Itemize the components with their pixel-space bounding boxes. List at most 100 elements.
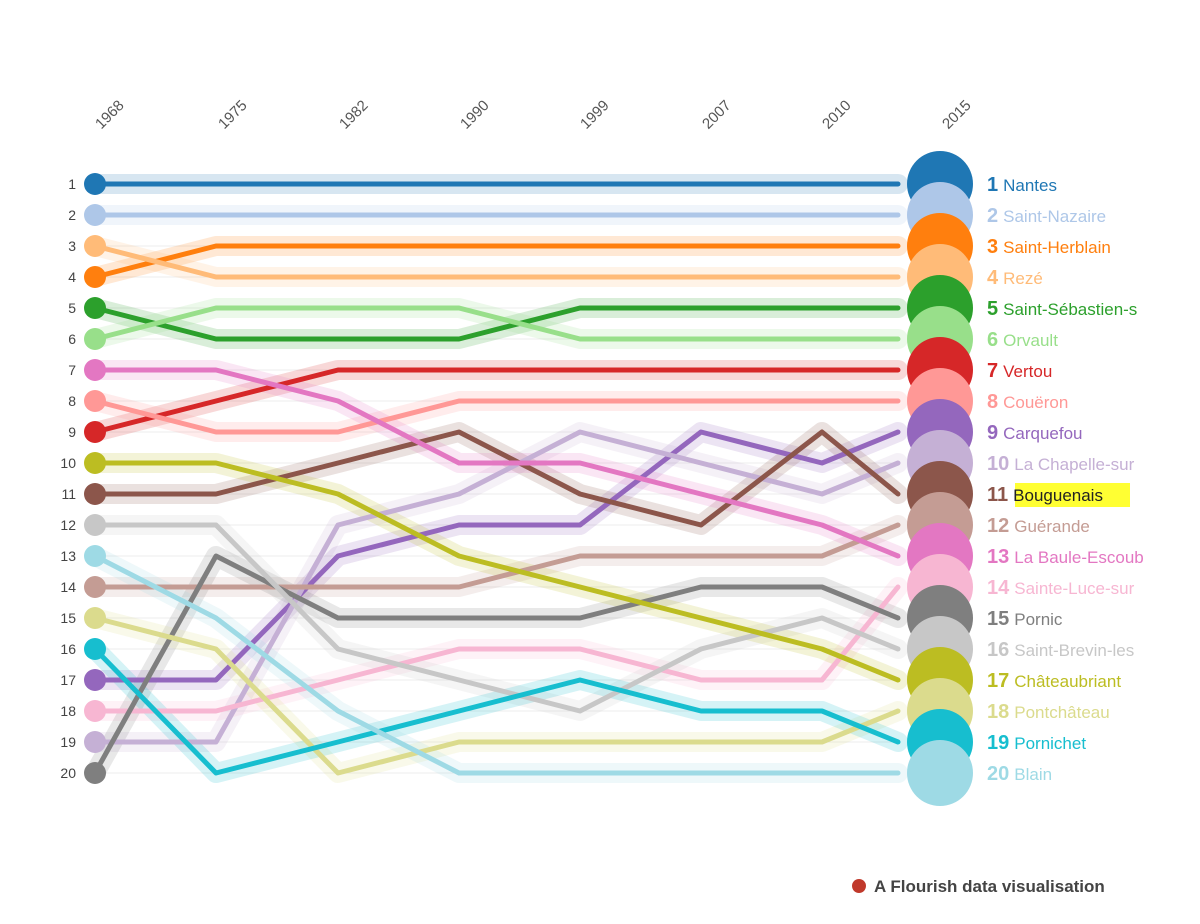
end-label[interactable]: 13 La Baule-Escoub: [987, 546, 1144, 568]
start-dot[interactable]: [84, 514, 106, 536]
series-name: Saint-Herblain: [1003, 238, 1111, 257]
y-tick-label: 6: [68, 331, 76, 347]
series-name: La Chapelle-sur: [1014, 455, 1134, 474]
start-dot[interactable]: [84, 297, 106, 319]
start-dot[interactable]: [84, 421, 106, 443]
y-tick-label: 12: [60, 517, 76, 533]
end-rank: 6: [987, 329, 998, 351]
series-line[interactable]: [92, 615, 901, 776]
end-label[interactable]: 12 Guérande: [987, 515, 1090, 537]
end-label[interactable]: 19 Pornichet: [987, 732, 1086, 754]
start-dot[interactable]: [84, 576, 106, 598]
y-tick-label: 20: [60, 765, 76, 781]
y-tick-label: 1: [68, 176, 76, 192]
end-label[interactable]: 2 Saint-Nazaire: [987, 205, 1106, 227]
series-name: Pornic: [1014, 610, 1063, 629]
end-rank: 11: [987, 484, 1008, 506]
end-rank: 12: [987, 515, 1009, 537]
series-name: Rezé: [1003, 269, 1043, 288]
series-line[interactable]: [92, 429, 901, 683]
series-name: Blain: [1014, 765, 1052, 784]
y-tick-label: 3: [68, 238, 76, 254]
end-label[interactable]: 3 Saint-Herblain: [987, 236, 1111, 258]
series-halos: [85, 174, 908, 783]
series-line[interactable]: [92, 305, 901, 342]
series-line[interactable]: [92, 460, 901, 683]
start-dot[interactable]: [84, 731, 106, 753]
series-line[interactable]: [92, 584, 901, 714]
start-dots: [84, 173, 106, 784]
y-tick-label: 8: [68, 393, 76, 409]
credit[interactable]: A Flourish data visualisation: [852, 877, 1105, 896]
series-lines: [92, 181, 901, 776]
series-name: Nantes: [1003, 176, 1057, 195]
flourish-logo-icon: [852, 879, 866, 893]
end-label[interactable]: 20 Blain: [987, 763, 1052, 785]
end-label[interactable]: 1 Nantes: [987, 174, 1057, 196]
start-dot[interactable]: [84, 452, 106, 474]
year-labels: 1968 1975 1982 1990 1999 2007 2010 2015: [92, 97, 975, 133]
start-dot[interactable]: [84, 266, 106, 288]
end-label[interactable]: 14 Sainte-Luce-sur: [987, 577, 1135, 599]
series-line[interactable]: [92, 243, 901, 280]
end-label[interactable]: 4 Rezé: [987, 267, 1043, 289]
series-name: Saint-Sébastien-s: [1003, 300, 1137, 319]
end-label[interactable]: 5 Saint-Sébastien-s: [987, 298, 1137, 320]
end-label[interactable]: 16 Saint-Brevin-les: [987, 639, 1134, 661]
end-rank: 16: [987, 639, 1009, 661]
y-tick-label: 15: [60, 610, 76, 626]
start-dot[interactable]: [84, 328, 106, 350]
end-label[interactable]: 18 Pontchâteau: [987, 701, 1110, 723]
start-dot[interactable]: [84, 762, 106, 784]
start-dot[interactable]: [84, 359, 106, 381]
series-line[interactable]: [92, 553, 901, 776]
series-line[interactable]: [92, 367, 901, 559]
end-rank: 17: [987, 670, 1009, 692]
end-label[interactable]: 8 Couëron: [987, 391, 1068, 413]
end-circle[interactable]: [907, 740, 973, 806]
end-label[interactable]: 7 Vertou: [987, 360, 1052, 382]
start-dot[interactable]: [84, 700, 106, 722]
start-dot[interactable]: [84, 607, 106, 629]
end-label[interactable]: 17 Châteaubriant: [987, 670, 1121, 692]
y-tick-label: 16: [60, 641, 76, 657]
end-label[interactable]: 10 La Chapelle-sur: [987, 453, 1135, 475]
series-name: Orvault: [1003, 331, 1058, 350]
y-tick-label: 7: [68, 362, 76, 378]
y-tick-label: 5: [68, 300, 76, 316]
end-label[interactable]: 9 Carquefou: [987, 422, 1083, 444]
series-name: Sainte-Luce-sur: [1014, 579, 1134, 598]
end-circles: [907, 151, 973, 806]
series-line[interactable]: [92, 398, 901, 435]
start-dot[interactable]: [84, 204, 106, 226]
x-tick-label: 1968: [92, 97, 128, 133]
y-tick-label: 9: [68, 424, 76, 440]
start-dot[interactable]: [84, 390, 106, 412]
x-tick-label: 1990: [457, 97, 493, 133]
end-rank: 2: [987, 205, 998, 227]
start-dot[interactable]: [84, 669, 106, 691]
end-rank: 14: [987, 577, 1010, 599]
end-label[interactable]: 15 Pornic: [987, 608, 1063, 630]
end-rank: 19: [987, 732, 1009, 754]
series-line[interactable]: [92, 553, 901, 776]
end-rank: 20: [987, 763, 1009, 785]
y-tick-label: 17: [60, 672, 76, 688]
end-label[interactable]: 6 Orvault: [987, 329, 1058, 351]
start-dot[interactable]: [84, 638, 106, 660]
series-line[interactable]: [92, 243, 901, 280]
series-line[interactable]: [92, 646, 901, 776]
series-line[interactable]: [92, 367, 901, 435]
series-name: Saint-Brevin-les: [1014, 641, 1134, 660]
end-rank: 18: [987, 701, 1009, 723]
series-name: Vertou: [1003, 362, 1052, 381]
credit-text: A Flourish data visualisation: [874, 877, 1105, 896]
start-dot[interactable]: [84, 173, 106, 195]
end-rank: 1: [987, 174, 998, 196]
start-dot[interactable]: [84, 545, 106, 567]
x-tick-label: 1982: [336, 97, 372, 133]
start-dot[interactable]: [84, 235, 106, 257]
end-label[interactable]: 11 Bouguenais: [987, 484, 1103, 506]
start-dot[interactable]: [84, 483, 106, 505]
